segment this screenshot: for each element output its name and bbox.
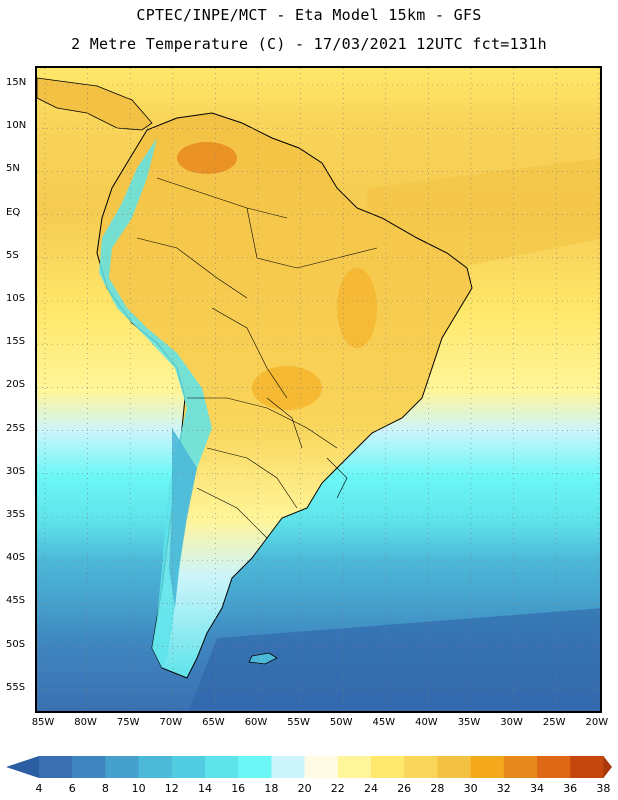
lon-label: 85W xyxy=(31,717,55,728)
country-borders xyxy=(136,177,378,539)
colorbar-tick-label: 20 xyxy=(297,782,312,795)
colorbar-swatch xyxy=(337,756,372,778)
lat-label: 40S xyxy=(6,552,26,564)
lon-label: 25W xyxy=(542,717,566,728)
warm-atlantic-band xyxy=(367,158,600,268)
colorbar-swatch xyxy=(470,756,505,778)
colorbar-swatch xyxy=(39,756,73,778)
lat-label: 35S xyxy=(6,509,26,520)
falkland-islands xyxy=(248,652,278,665)
map-title-line-1: CPTEC/INPE/MCT - Eta Model 15km - GFS xyxy=(136,6,482,24)
map-canvas xyxy=(37,68,600,711)
colorbar-tick-label: 6 xyxy=(68,782,76,795)
colorbar-high-arrow xyxy=(603,756,612,778)
lon-label: 35W xyxy=(457,717,481,728)
lat-label: 25S xyxy=(6,422,26,434)
colorbar-swatch xyxy=(503,756,538,778)
andes-cold-ridge xyxy=(99,138,212,668)
colorbar-swatch xyxy=(570,756,604,778)
lat-label: 5N xyxy=(6,163,20,175)
lon-label: 65W xyxy=(202,717,225,728)
colorbar-tick-label: 34 xyxy=(530,782,544,795)
lat-label: 15N xyxy=(6,77,27,88)
colorbar-swatch xyxy=(437,756,472,778)
lat-label: 50S xyxy=(6,638,26,650)
lon-label: 55W xyxy=(287,717,310,728)
colorbar-swatch xyxy=(205,756,239,778)
colorbar-tick-label: 8 xyxy=(101,782,109,795)
colorbar-swatch xyxy=(105,756,140,778)
lat-label: 55S xyxy=(6,681,26,693)
lon-label: 60W xyxy=(244,717,268,728)
cold-southern-ocean xyxy=(188,608,600,711)
colorbar-tick-label: 10 xyxy=(131,782,146,795)
colorbar-tick-label: 4 xyxy=(35,782,43,795)
colorbar-tick-label: 32 xyxy=(496,782,511,795)
colorbar-tick-label: 18 xyxy=(264,782,279,795)
colorbar-swatch xyxy=(271,756,306,778)
lat-label: 30S xyxy=(6,465,26,477)
temperature-map xyxy=(35,66,602,713)
colorbar-tick-label: 22 xyxy=(330,782,345,795)
colorbar xyxy=(6,756,612,778)
colorbar-tick-label: 38 xyxy=(596,782,611,795)
venezuela-hot-spot xyxy=(177,142,237,174)
lat-label: 10N xyxy=(6,120,27,132)
lat-label: EQ xyxy=(6,206,21,218)
colorbar-tick-label: 16 xyxy=(231,782,246,795)
colorbar-tick-label: 28 xyxy=(430,782,445,795)
map-title-line-2: 2 Metre Temperature (C) - 17/03/2021 12U… xyxy=(71,35,547,53)
lon-label: 20W xyxy=(585,717,609,728)
lon-label: 30W xyxy=(500,717,523,728)
lat-label: 15S xyxy=(6,336,26,348)
lon-label: 75W xyxy=(116,717,140,728)
lat-label: 45S xyxy=(6,595,26,607)
lat-label: 10S xyxy=(6,293,26,304)
colorbar-swatch xyxy=(138,756,173,778)
lon-label: 80W xyxy=(74,717,97,728)
colorbar-tick-label: 24 xyxy=(364,782,378,795)
colorbar-swatch xyxy=(238,756,272,778)
central-america-land xyxy=(37,77,153,131)
colorbar-swatch xyxy=(537,756,571,778)
colorbar-tick-label: 12 xyxy=(164,782,179,795)
lat-label: 20S xyxy=(6,379,26,391)
colorbar-swatch xyxy=(72,756,106,778)
colorbar-tick-label: 26 xyxy=(397,782,412,795)
lon-label: 70W xyxy=(159,717,183,728)
colorbar-swatch xyxy=(171,756,206,778)
colorbar-tick-label: 36 xyxy=(563,782,578,795)
paraguay-warm-spot xyxy=(252,366,322,410)
lat-label: 5S xyxy=(6,249,19,261)
colorbar-tick-label: 30 xyxy=(463,782,478,795)
brazil-warm-spot xyxy=(337,268,377,348)
andes-cold-core xyxy=(169,428,197,608)
colorbar-tick-label: 14 xyxy=(198,782,212,795)
lon-label: 45W xyxy=(372,717,396,728)
colorbar-swatch xyxy=(304,756,339,778)
colorbar-swatch xyxy=(371,756,405,778)
colorbar-swatch xyxy=(404,756,438,778)
lon-label: 40W xyxy=(415,717,438,728)
lon-label: 50W xyxy=(329,717,353,728)
colorbar-low-arrow xyxy=(6,756,39,778)
